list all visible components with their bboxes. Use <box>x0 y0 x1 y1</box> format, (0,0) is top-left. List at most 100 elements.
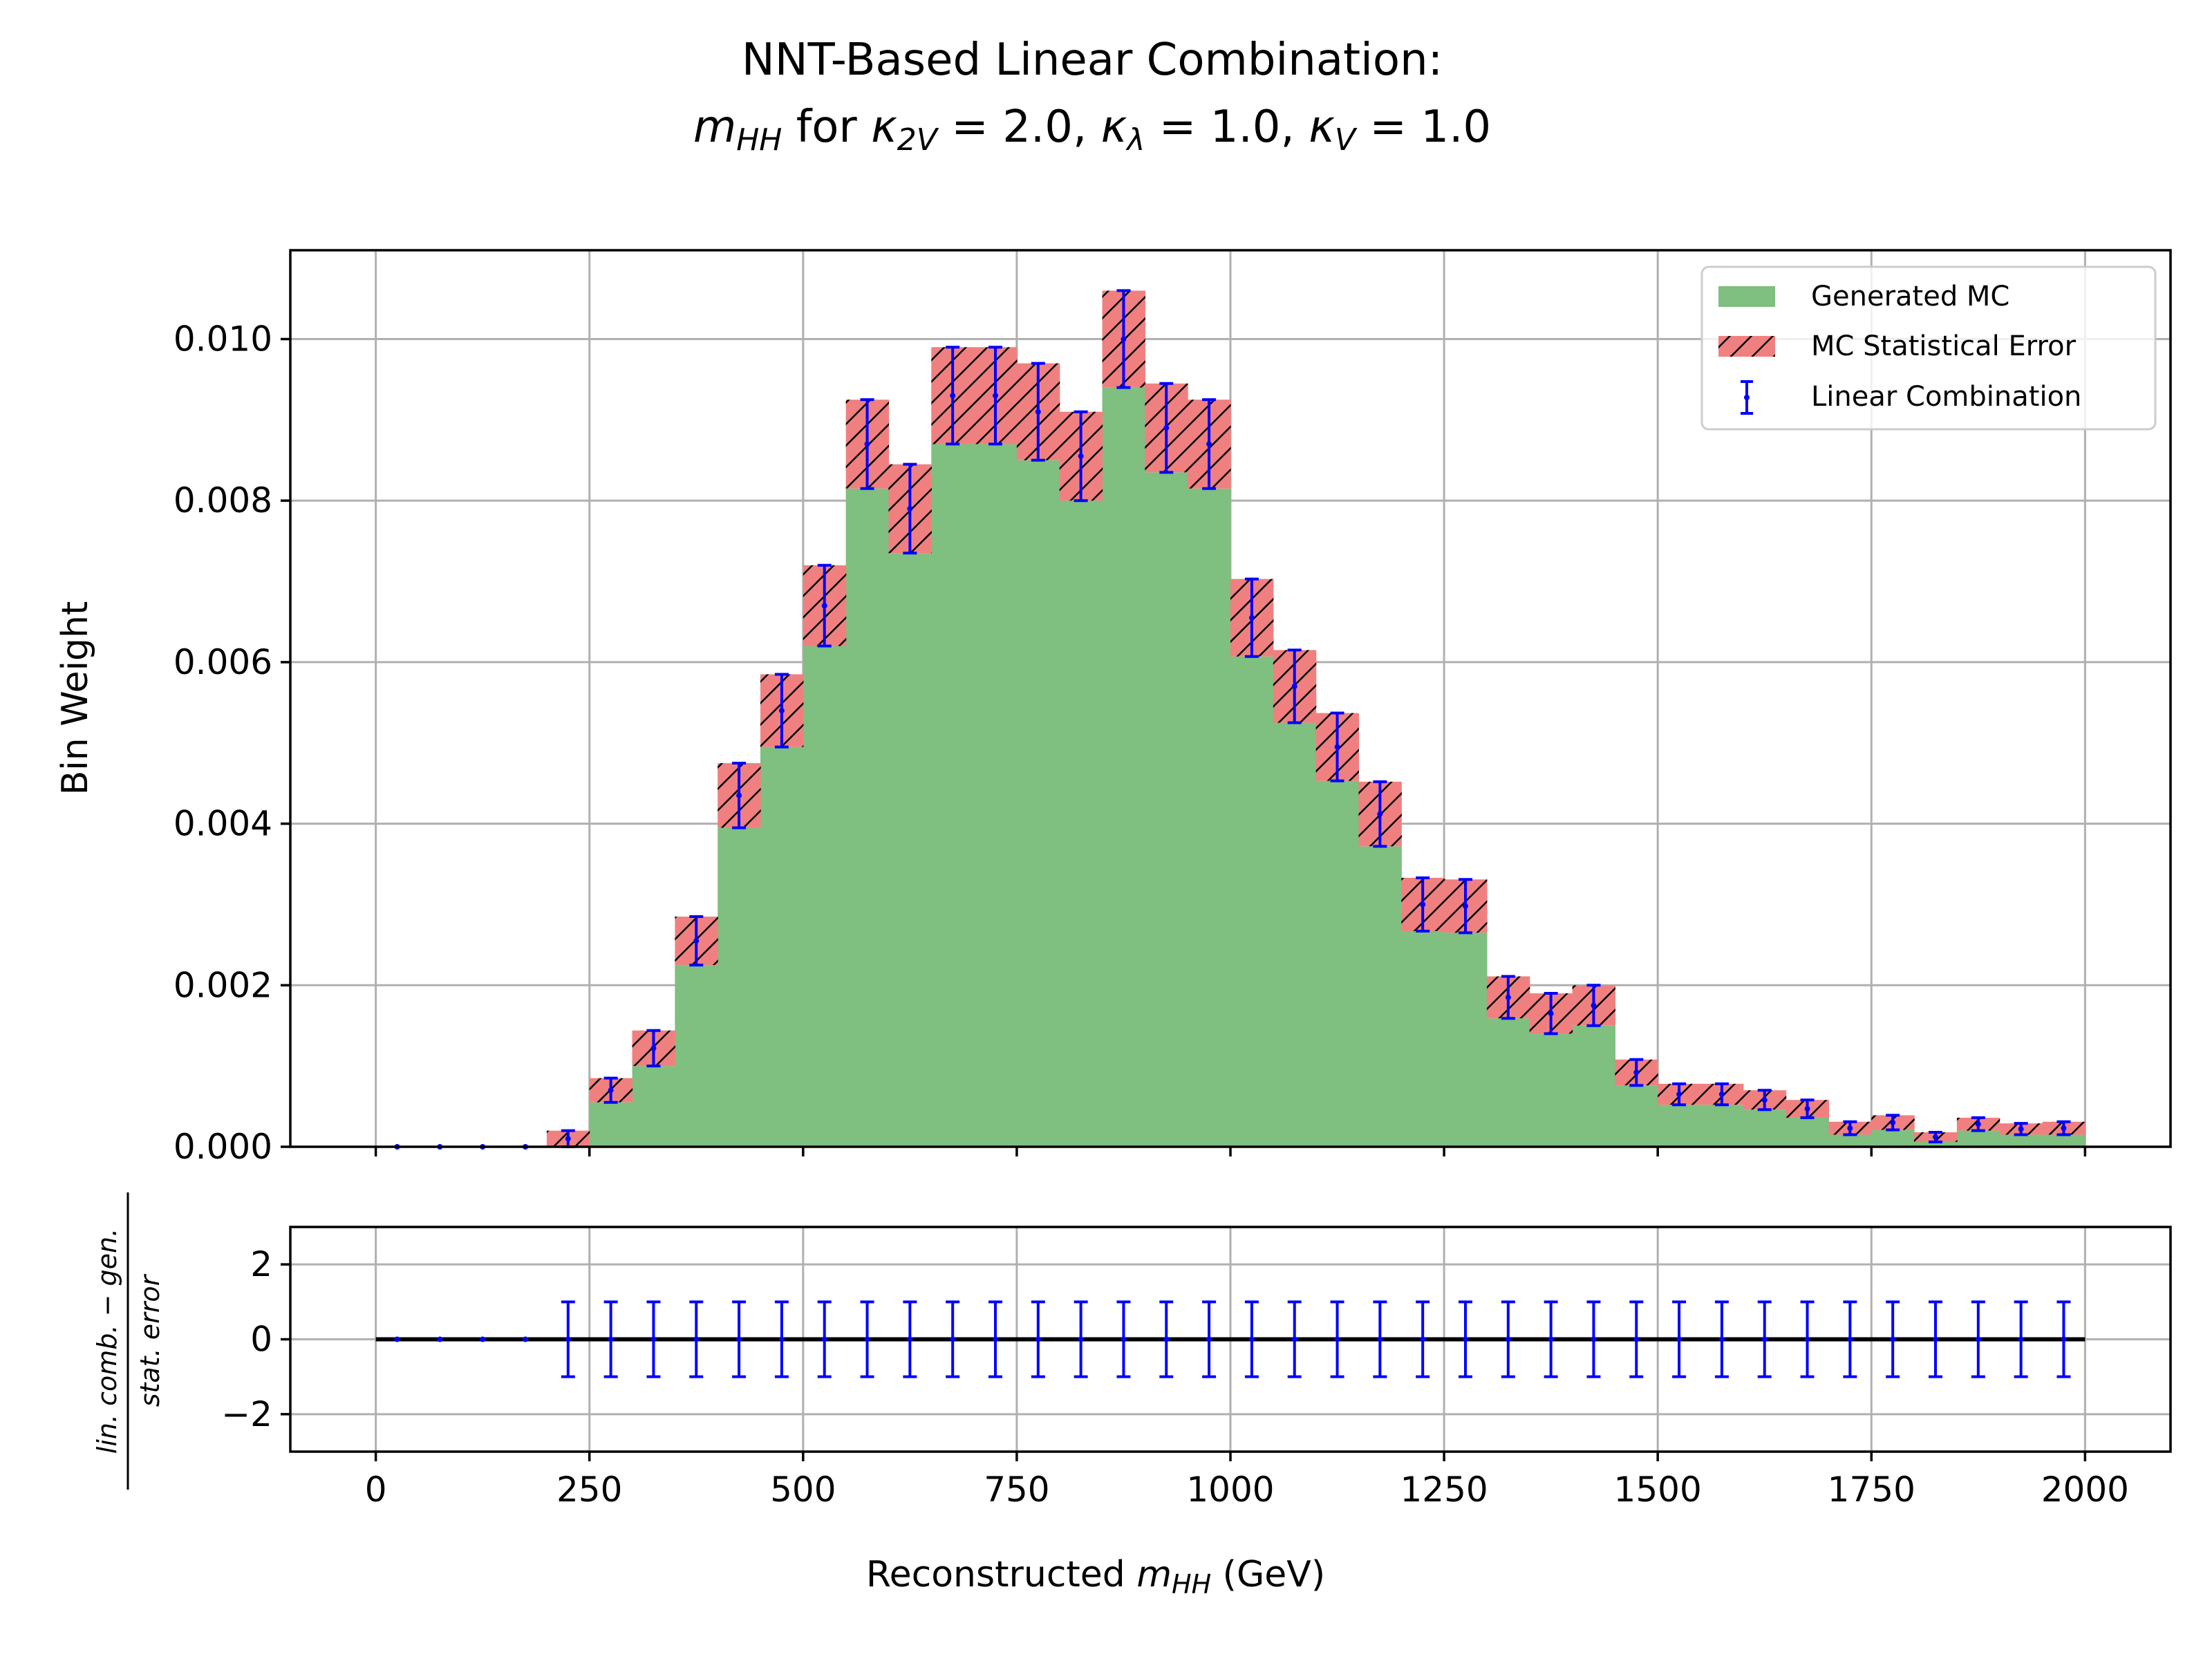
generated-mc-bar <box>632 1066 675 1147</box>
ratio-point <box>778 1336 785 1342</box>
generated-mc-bar <box>1956 1130 2000 1147</box>
ratio-point <box>1248 1336 1255 1342</box>
ratio-point <box>523 1336 528 1342</box>
generated-mc-bar <box>1914 1141 1958 1147</box>
lin-comb-point <box>864 441 870 447</box>
generated-mc-bar <box>1145 472 1188 1147</box>
ratio-point <box>1163 1336 1170 1342</box>
ratio-point <box>1548 1336 1554 1342</box>
ratio-point <box>1420 1336 1426 1342</box>
generated-mc-bar <box>718 827 761 1147</box>
lin-comb-point <box>1548 1011 1554 1017</box>
ratio-ytick-label-2: 2 <box>250 1244 272 1284</box>
lin-comb-point <box>1933 1134 1938 1140</box>
main-y-ticks: 0.000 0.002 0.004 0.006 0.008 0.010 <box>174 319 290 1167</box>
main-y-axis-label: Bin Weight <box>55 601 96 796</box>
legend-lin-comb-dot <box>1744 395 1750 400</box>
lin-comb-point <box>693 938 700 944</box>
lin-comb-point <box>1718 1091 1725 1098</box>
legend-frame <box>1700 265 2157 431</box>
lin-comb-point <box>1890 1119 1896 1125</box>
main-ytick-label-4: 0.008 <box>174 480 272 521</box>
ratio-point <box>1291 1336 1297 1342</box>
ratio-xtick-label-0: 0 <box>365 1470 387 1510</box>
lin-comb-point <box>1035 409 1041 415</box>
generated-mc-bar <box>1999 1134 2043 1147</box>
lin-comb-point <box>1591 1002 1597 1009</box>
lin-comb-point <box>2018 1126 2024 1132</box>
generated-mc-bar <box>1529 1033 1573 1147</box>
ratio-point <box>565 1336 571 1342</box>
ratio-xtick-label-1750: 1750 <box>1828 1470 1915 1510</box>
generated-mc-bar <box>760 747 804 1147</box>
lin-comb-point <box>1248 615 1255 621</box>
generated-mc-bar <box>1486 1018 1530 1147</box>
ratio-point <box>1847 1336 1853 1342</box>
ratio-point <box>1633 1336 1640 1342</box>
ratio-point <box>1035 1336 1041 1342</box>
ratio-point <box>1676 1336 1683 1342</box>
main-panel: 0.000 0.002 0.004 0.006 0.008 0.010 Bin Weigh… <box>55 249 2172 1167</box>
lin-comb-point <box>1633 1069 1640 1076</box>
generated-mc-bar <box>1700 1105 1744 1147</box>
lin-comb-point <box>2061 1125 2067 1132</box>
lin-comb-point <box>736 792 742 798</box>
generated-mc-bar <box>1871 1130 1915 1147</box>
lin-comb-point <box>993 393 998 399</box>
lin-comb-point <box>821 603 827 609</box>
ratio-point <box>1975 1336 1981 1342</box>
lin-comb-point <box>1975 1121 1981 1127</box>
lin-comb-point <box>1377 811 1383 817</box>
lin-comb-point <box>1121 336 1127 342</box>
generated-mc-bar <box>845 488 890 1147</box>
ratio-y-label-numerator: lin. comb. − gen. <box>92 1228 122 1454</box>
generated-mc-bar <box>1785 1117 1830 1147</box>
ratio-ytick-label-0: −2 <box>221 1394 272 1434</box>
generated-mc-bars <box>589 387 2086 1147</box>
lin-comb-point <box>1206 441 1212 447</box>
ratio-point <box>394 1336 400 1342</box>
main-x-ticks <box>374 1147 2087 1156</box>
ratio-ytick-label-1: 0 <box>250 1320 272 1360</box>
lin-comb-point <box>1420 901 1426 908</box>
ratio-point <box>1804 1336 1810 1342</box>
legend-stat-error-label: MC Statistical Error <box>1811 330 2077 362</box>
ratio-xtick-label-2000: 2000 <box>2041 1470 2129 1510</box>
ratio-x-ticks: 0 250 500 750 1000 1250 1500 1750 2000 <box>365 1452 2129 1510</box>
generated-mc-bar <box>1188 488 1231 1147</box>
generated-mc-bar <box>1102 387 1145 1147</box>
main-ytick-label-0: 0.000 <box>174 1127 272 1167</box>
generated-mc-bar <box>1572 1025 1615 1147</box>
lin-comb-point <box>608 1087 614 1094</box>
lin-comb-point <box>1847 1125 1853 1132</box>
ratio-point <box>1463 1336 1468 1342</box>
generated-mc-bar <box>931 444 975 1147</box>
lin-comb-point <box>1505 994 1511 1000</box>
ratio-point <box>480 1336 486 1342</box>
generated-mc-bar <box>589 1102 633 1147</box>
ratio-xtick-label-250: 250 <box>556 1470 622 1510</box>
ratio-point <box>2018 1336 2024 1342</box>
chart-title-line1: NNT-Based Linear Combination: <box>742 35 1443 86</box>
generated-mc-bar <box>888 553 932 1147</box>
generated-mc-bar <box>1016 460 1060 1147</box>
generated-mc-bar <box>1315 780 1360 1147</box>
ratio-point <box>907 1336 913 1342</box>
linear-combination-errorbars <box>394 289 2071 1150</box>
generated-mc-bar <box>974 444 1018 1147</box>
lin-comb-point <box>565 1136 571 1142</box>
ratio-errorbars <box>394 1300 2071 1378</box>
generated-mc-bar <box>803 646 847 1147</box>
ratio-y-label-denominator: stat. error <box>135 1273 165 1407</box>
ratio-point <box>1933 1336 1938 1342</box>
lin-comb-point <box>1676 1091 1683 1098</box>
lin-comb-point <box>1761 1097 1768 1103</box>
generated-mc-bar <box>1401 931 1445 1147</box>
ratio-point <box>950 1336 956 1342</box>
lin-comb-point <box>907 505 913 512</box>
generated-mc-bar <box>1273 722 1317 1147</box>
main-ytick-label-2: 0.004 <box>174 804 272 844</box>
ratio-point <box>2061 1336 2067 1342</box>
ratio-point <box>1377 1336 1383 1342</box>
